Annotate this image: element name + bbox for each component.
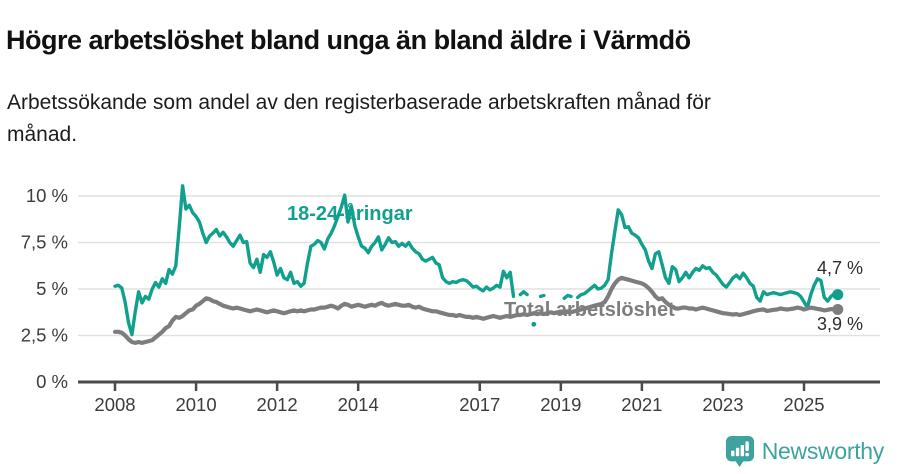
x-axis-tick-label: 2012 bbox=[257, 394, 298, 415]
x-axis-tick-label: 2008 bbox=[94, 394, 135, 415]
x-axis-tick-label: 2021 bbox=[621, 394, 662, 415]
series-end-dot-18-24 bbox=[832, 289, 844, 301]
y-axis-tick-label: 0 % bbox=[36, 371, 68, 392]
x-axis-tick-label: 2025 bbox=[783, 394, 824, 415]
series-end-dot-total bbox=[832, 303, 844, 315]
series-line-18-24 bbox=[113, 184, 840, 337]
x-axis-tick-label: 2010 bbox=[175, 394, 216, 415]
end-value-label-18-24: 4,7 % bbox=[817, 258, 864, 278]
y-axis-tick-label: 10 % bbox=[26, 185, 68, 206]
y-axis-tick-label: 2,5 % bbox=[21, 325, 68, 346]
series-label-18-24: 18-24-åringar bbox=[287, 203, 413, 225]
end-value-label-total: 3,9 % bbox=[817, 314, 864, 334]
x-axis-tick-label: 2014 bbox=[338, 394, 379, 415]
newsworthy-logo: Newsworthy bbox=[725, 435, 884, 468]
page-title: Högre arbetslöshet bland unga än bland ä… bbox=[6, 25, 691, 56]
x-axis-tick-label: 2019 bbox=[540, 394, 581, 415]
newsworthy-logo-text: Newsworthy bbox=[761, 438, 885, 464]
series-label-total: Total arbetslöshet bbox=[504, 299, 675, 321]
series-line-total bbox=[112, 275, 840, 345]
x-axis-tick-label: 2017 bbox=[459, 394, 500, 415]
newsworthy-logo-icon bbox=[725, 436, 754, 467]
y-axis-tick-label: 7,5 % bbox=[21, 232, 68, 253]
isolated-data-point bbox=[531, 321, 537, 327]
x-axis-tick-label: 2023 bbox=[702, 394, 743, 415]
y-axis-tick-label: 5 % bbox=[36, 278, 68, 299]
chart-subtitle: Arbetssökande som andel av den registerb… bbox=[7, 91, 711, 146]
